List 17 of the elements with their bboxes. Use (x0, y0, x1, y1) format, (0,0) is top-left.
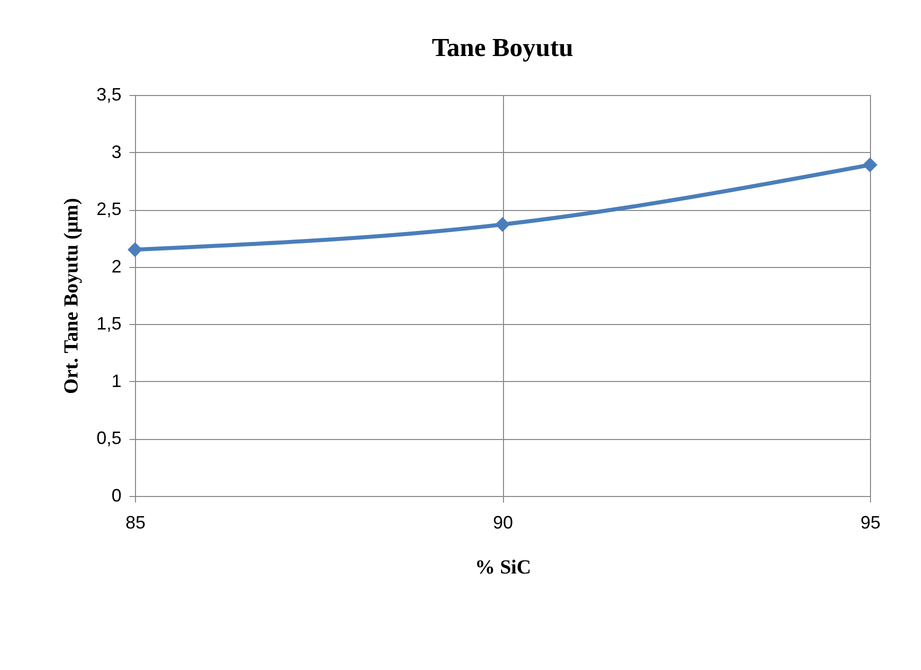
y-tick-label: 3 (111, 142, 122, 162)
y-tick-label: 2 (111, 256, 122, 276)
y-tick-label: 0,5 (96, 428, 122, 448)
y-tick-label: 2,5 (96, 199, 122, 220)
point (862, 157, 878, 172)
y-tick-label: 1 (111, 370, 122, 391)
x-axis-title: % SiC (474, 556, 532, 578)
x-tick-label: 90 (492, 512, 514, 532)
y-axis-title: Ort. Tane Boyutu (µm) (60, 198, 82, 394)
x-tick-label: 85 (125, 512, 146, 532)
chart-title: Tane Boyutu (432, 33, 574, 62)
point (128, 242, 142, 258)
point (495, 217, 510, 232)
y-tick-label: 1,5 (96, 314, 122, 334)
x-tick-label: 95 (860, 512, 881, 532)
y-tick-label: 0 (111, 486, 122, 506)
y-tick-label: 3,5 (96, 84, 122, 104)
